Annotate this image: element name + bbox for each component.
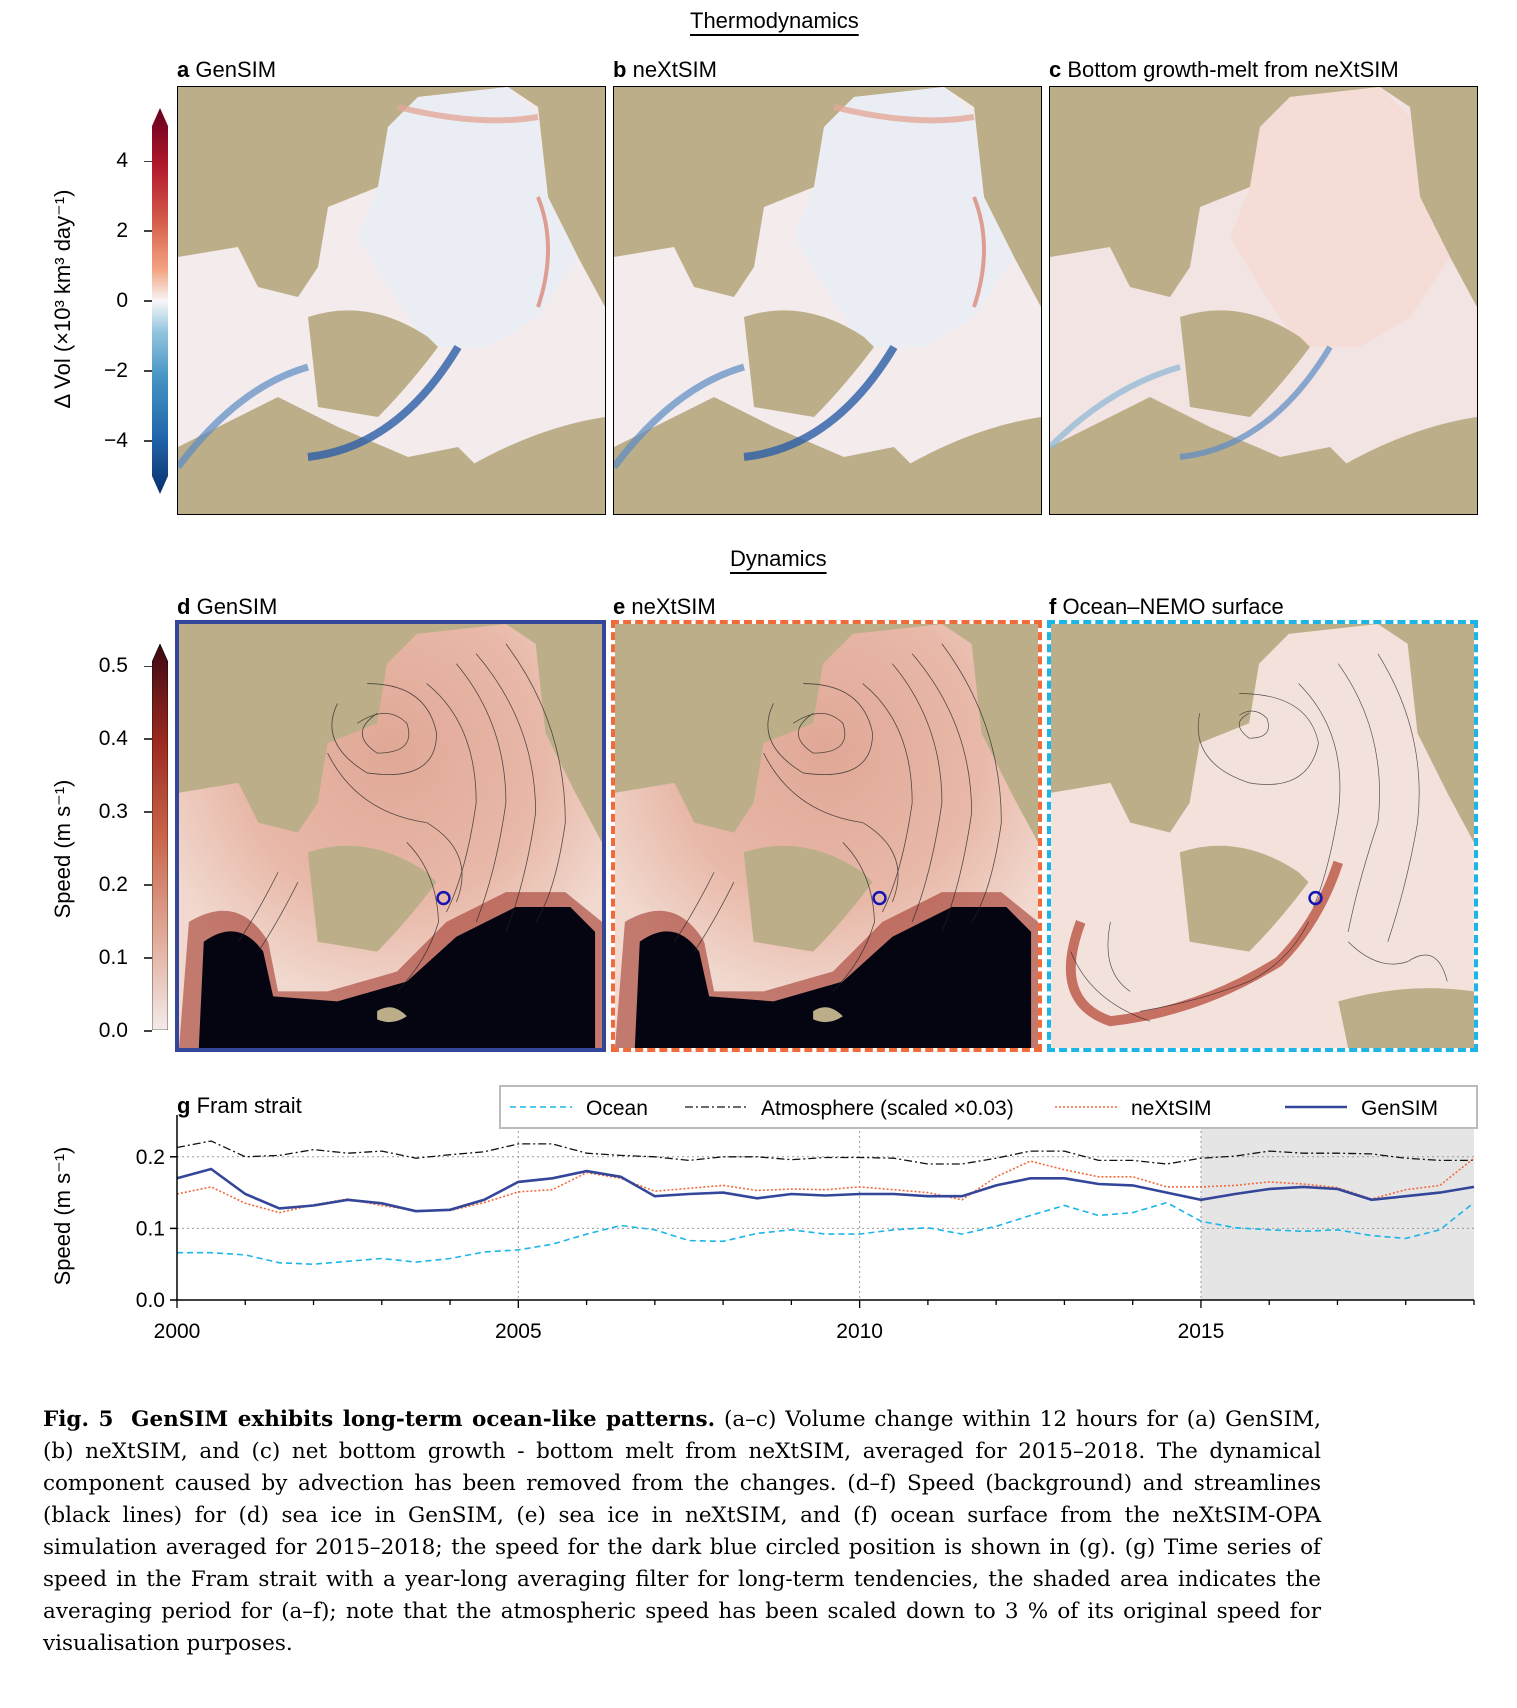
speed-tick-00: 0.0 — [98, 1019, 128, 1042]
thermo-tick-neg4: −4 — [104, 429, 128, 452]
thermo-colorbar-label: Δ Vol (×10³ km³ day⁻¹) — [50, 189, 75, 409]
legend-entry: Ocean — [586, 1097, 648, 1120]
shaded-period — [1200, 1121, 1474, 1300]
legend-entry: GenSIM — [1361, 1097, 1438, 1120]
panel-a-label: a GenSIM — [177, 57, 277, 82]
speed-tick-01: 0.1 — [98, 946, 128, 969]
speed-tick-04: 0.4 — [98, 727, 128, 750]
map-c-bottom-growth-melt — [1049, 86, 1478, 515]
thermo-tick-marks — [134, 160, 152, 456]
series-line-dashdot — [176, 1140, 1474, 1165]
legend-entry: neXtSIM — [1131, 1097, 1212, 1120]
map-a-gensim-thermo — [177, 86, 606, 515]
panel-b-label: b neXtSIM — [613, 57, 717, 82]
y-tick-label: 0.2 — [136, 1146, 165, 1169]
thermodynamics-title: Thermodynamics — [690, 8, 859, 33]
caption-fig-label: Fig. 5 — [43, 1407, 114, 1432]
ts-ylabel: Speed (m s⁻¹) — [50, 1146, 75, 1286]
figure-caption: Fig. 5 GenSIM exhibits long-term ocean-l… — [43, 1404, 1321, 1660]
speed-tick-03: 0.3 — [98, 800, 128, 823]
y-tick-label: 0.0 — [136, 1289, 165, 1312]
speed-tick-02: 0.2 — [98, 873, 128, 896]
thermo-tick-4: 4 — [116, 149, 128, 172]
thermo-tick-0: 0 — [116, 289, 128, 312]
dynamics-title: Dynamics — [730, 546, 827, 571]
x-tick-label: 2000 — [154, 1320, 201, 1343]
map-b-nextsim-thermo — [613, 86, 1042, 515]
map-e-nextsim-speed — [611, 620, 1042, 1052]
speed-tick-05: 0.5 — [98, 654, 128, 677]
panel-g-label: g Fram strait — [177, 1093, 302, 1118]
caption-text: (a–c) Volume change within 12 hours for … — [43, 1407, 1321, 1656]
panel-c-label: c Bottom growth-melt from neXtSIM — [1049, 57, 1399, 82]
panel-d-label: d GenSIM — [177, 594, 278, 619]
speed-colorbar — [151, 643, 169, 1031]
thermo-colorbar — [152, 108, 168, 494]
speed-colorbar-label: Speed (m s⁻¹) — [50, 779, 75, 919]
x-tick-label: 2005 — [495, 1320, 542, 1343]
series-line-solid — [176, 1167, 1475, 1213]
speed-tick-marks — [134, 665, 152, 1041]
panel-e-label: e neXtSIM — [613, 594, 716, 619]
map-f-ocean-speed — [1047, 620, 1478, 1052]
thermo-tick-2: 2 — [116, 219, 128, 242]
legend-entry: Atmosphere (scaled ×0.03) — [761, 1097, 1014, 1120]
y-tick-label: 0.1 — [136, 1217, 165, 1240]
thermo-tick-neg2: −2 — [104, 359, 128, 382]
x-tick-label: 2010 — [836, 1320, 883, 1343]
fram-strait-chart: 0.0 0.1 0.2 2000 2005 2010 2015 Ocean Atmospher… — [0, 1085, 1517, 1360]
map-d-gensim-speed — [175, 620, 606, 1052]
x-tick-label: 2015 — [1178, 1320, 1225, 1343]
caption-headline: GenSIM exhibits long-term ocean-like pat… — [131, 1407, 716, 1432]
series-line-dashed — [177, 1201, 1475, 1266]
panel-f-label: f Ocean–NEMO surface — [1049, 594, 1284, 619]
